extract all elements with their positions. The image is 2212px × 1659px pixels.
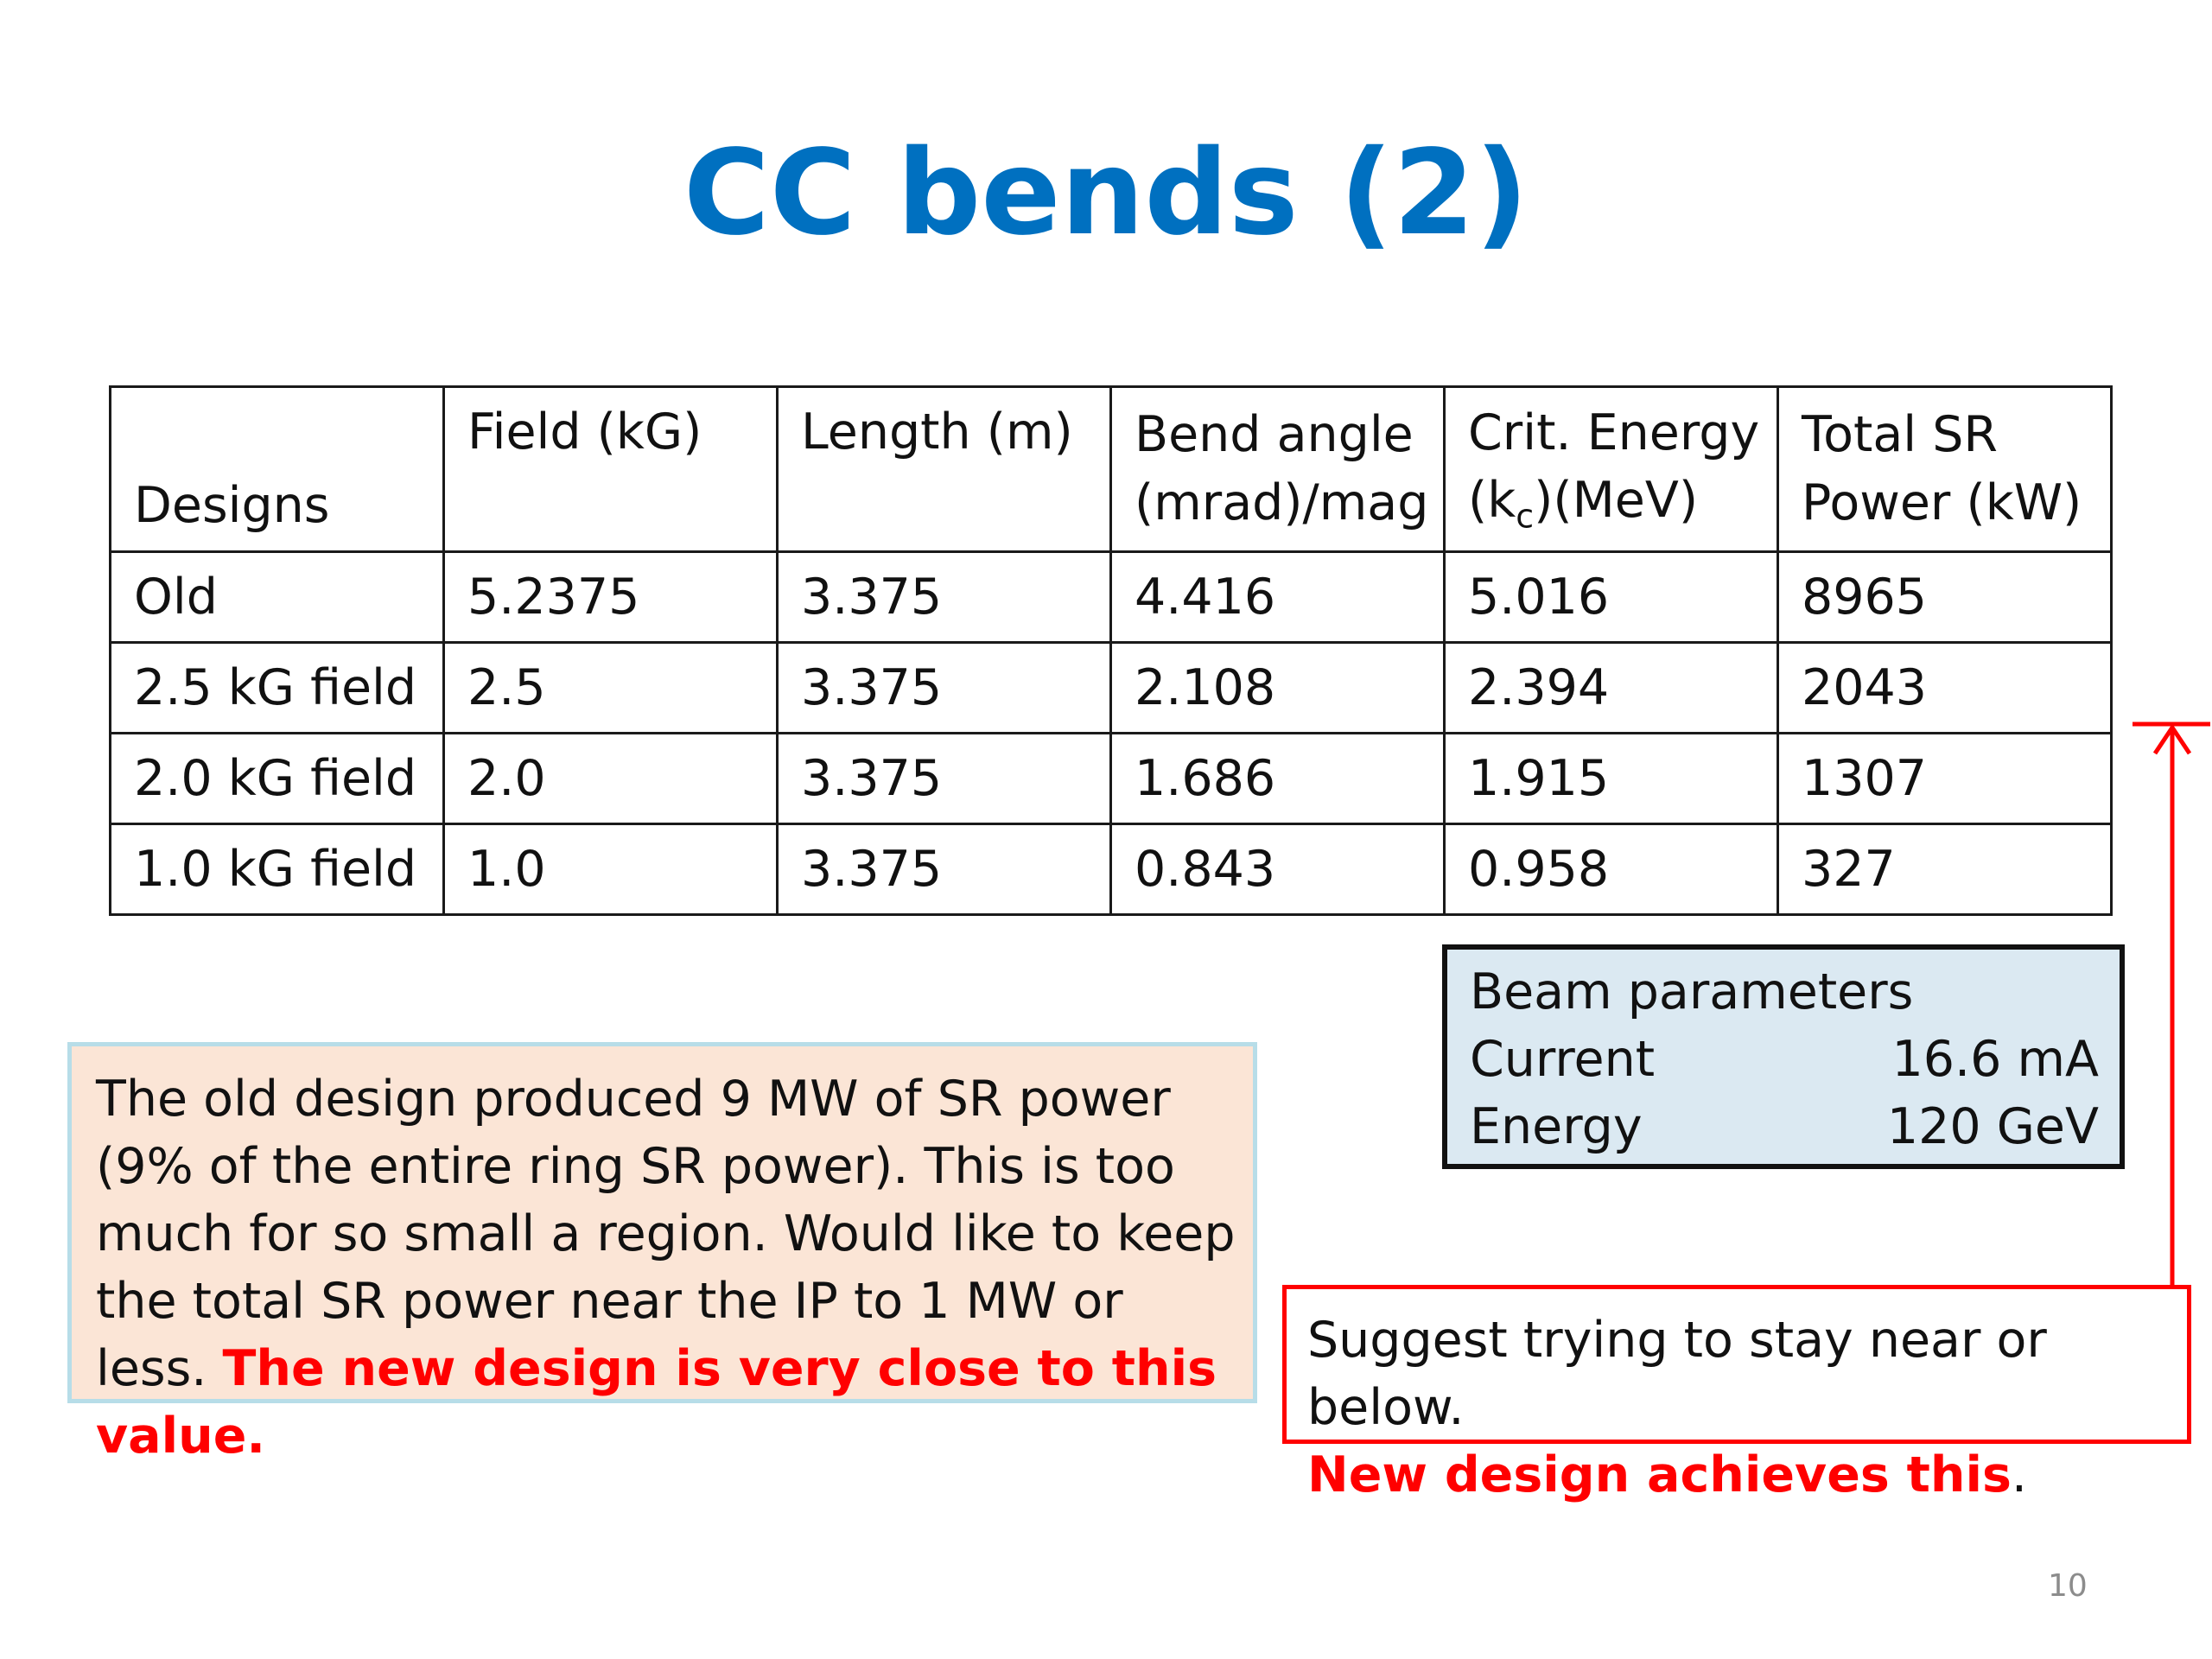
table-row: 2.0 kG field 2.0 3.375 1.686 1.915 1307 <box>109 732 2113 825</box>
table-cell: 2.5 <box>442 641 779 734</box>
table-cell: 1.0 kG field <box>109 823 445 916</box>
header-total-sr-line1: Total SR <box>1802 406 1999 464</box>
suggest-box: Suggest trying to stay near or below. Ne… <box>1282 1285 2191 1503</box>
beam-current-row: Current 16.6 mA <box>1470 1026 2099 1093</box>
header-bend-angle: Bend angle (mrad)/mag <box>1109 385 1446 553</box>
header-total-sr-line2: Power (kW) <box>1802 474 2082 531</box>
table-row: Old 5.2375 3.375 4.416 5.016 8965 <box>109 550 2113 644</box>
table-cell: 1.915 <box>1443 732 1779 825</box>
header-bend-angle-line2: (mrad)/mag <box>1135 474 1429 531</box>
beam-parameters-heading: Beam parameters <box>1470 963 1914 1020</box>
table-cell: 1.686 <box>1109 732 1446 825</box>
table-cell: 2.394 <box>1443 641 1779 734</box>
table-cell: 4.416 <box>1109 550 1446 644</box>
beam-current-value: 16.6 mA <box>1891 1031 2099 1088</box>
table-cell: 2.5 kG field <box>109 641 445 734</box>
header-field: Field (kG) <box>442 385 779 553</box>
header-crit-energy: Crit. Energy (kc)(MeV) <box>1443 385 1779 553</box>
table-cell: 3.375 <box>776 732 1112 825</box>
table-cell: 5.016 <box>1443 550 1779 644</box>
table-cell: Old <box>109 550 445 644</box>
table-row: 1.0 kG field 1.0 3.375 0.843 0.958 327 <box>109 823 2113 916</box>
table-cell: 327 <box>1777 823 2113 916</box>
note-highlight: The new design is very close to this val… <box>96 1340 1217 1465</box>
table-cell: 3.375 <box>776 641 1112 734</box>
beam-current-label: Current <box>1470 1031 1656 1088</box>
table-cell: 2.108 <box>1109 641 1446 734</box>
table-cell: 3.375 <box>776 550 1112 644</box>
suggest-second-line: New design achieves this. <box>1307 1441 2170 1509</box>
table-cell: 1307 <box>1777 732 2113 825</box>
header-total-sr: Total SR Power (kW) <box>1777 385 2113 553</box>
note-text: The old design produced 9 MW of SR power… <box>96 1071 1236 1397</box>
slide-title: CC bends (2) <box>683 125 1529 262</box>
table-cell: 3.375 <box>776 823 1112 916</box>
table-cell: 1.0 <box>442 823 779 916</box>
beam-energy-label: Energy <box>1470 1098 1643 1155</box>
beam-energy-value: 120 GeV <box>1886 1098 2099 1155</box>
table-cell: 0.958 <box>1443 823 1779 916</box>
header-designs: Designs <box>109 385 445 553</box>
header-length: Length (m) <box>776 385 1112 553</box>
table-header-row: Designs Field (kG) Length (m) Bend angle… <box>109 385 2113 553</box>
table-cell: 8965 <box>1777 550 2113 644</box>
table-cell: 2043 <box>1777 641 2113 734</box>
table-cell: 2.0 kG field <box>109 732 445 825</box>
suggest-highlight: New design achieves this <box>1307 1446 2012 1503</box>
table-row: 2.5 kG field 2.5 3.375 2.108 2.394 2043 <box>109 641 2113 734</box>
header-crit-energy-line1: Crit. Energy <box>1468 404 1760 461</box>
beam-parameters-box: Beam parameters Current 16.6 mA Energy 1… <box>1442 944 2125 1169</box>
suggest-trailing: . <box>2011 1446 2028 1503</box>
table-cell: 5.2375 <box>442 550 779 644</box>
table-cell: 2.0 <box>442 732 779 825</box>
table-cell: 0.843 <box>1109 823 1446 916</box>
header-bend-angle-line1: Bend angle <box>1135 406 1414 464</box>
suggest-text: Suggest trying to stay near or below. <box>1307 1312 2047 1436</box>
beam-energy-row: Energy 120 GeV <box>1470 1093 2099 1160</box>
bend-designs-table: Designs Field (kG) Length (m) Bend angle… <box>109 385 2113 916</box>
old-design-note: The old design produced 9 MW of SR power… <box>67 1042 1257 1465</box>
page-number: 10 <box>2048 1568 2088 1604</box>
header-crit-energy-line2: (kc)(MeV) <box>1468 472 1699 536</box>
arrow-head <box>2152 723 2192 755</box>
